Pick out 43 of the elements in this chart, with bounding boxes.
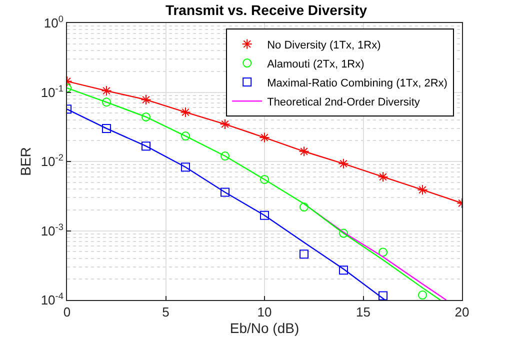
point: [220, 118, 230, 130]
y-tick-label: 10$^{-3}$: [40, 222, 64, 238]
y-tick-label: 10$^{-4}$: [40, 291, 64, 308]
point: [378, 172, 388, 182]
x-axis-title: Eb/No (dB): [230, 320, 300, 336]
point: [378, 248, 388, 257]
point: [300, 202, 308, 212]
x-tick-label: 0: [63, 304, 71, 320]
point: [339, 228, 348, 238]
chart-title: Transmit vs. Receive Diversity: [165, 2, 368, 18]
point: [102, 98, 111, 107]
point: [181, 162, 190, 172]
point: [180, 106, 191, 118]
y-axis-title: BER: [17, 147, 34, 176]
legend-label: Theoretical 2nd-Order Diversity: [267, 96, 420, 108]
legend-label: No Diversity (1Tx, 1Rx): [267, 39, 381, 52]
point: [298, 146, 310, 157]
point: [260, 210, 269, 220]
point: [142, 142, 150, 151]
point: [339, 266, 348, 275]
point: [220, 188, 230, 197]
point: [338, 158, 349, 169]
point: [142, 112, 150, 122]
y-tick-label: 10$^{-1}$: [40, 83, 64, 100]
x-tick-label: 5: [162, 304, 170, 320]
point: [181, 132, 190, 141]
legend-label: Maximal-Ratio Combining (1Tx, 2Rx): [267, 77, 448, 90]
x-tick-label: 15: [356, 304, 370, 320]
point: [260, 174, 269, 184]
point: [300, 250, 308, 259]
x-tick-label: 10: [257, 304, 272, 320]
y-tick-label: 10$^{0}$: [44, 14, 64, 31]
point: [220, 152, 230, 161]
point: [101, 85, 112, 96]
point: [418, 290, 427, 300]
point: [102, 124, 111, 133]
point: [140, 94, 152, 106]
point: [417, 184, 428, 196]
y-tick-label: 10$^{-2}$: [40, 152, 64, 170]
point: [378, 291, 388, 300]
point: [259, 132, 270, 143]
x-tick-label: 20: [454, 304, 470, 320]
legend-label: Alamouti (2Tx, 1Rx): [267, 58, 364, 70]
